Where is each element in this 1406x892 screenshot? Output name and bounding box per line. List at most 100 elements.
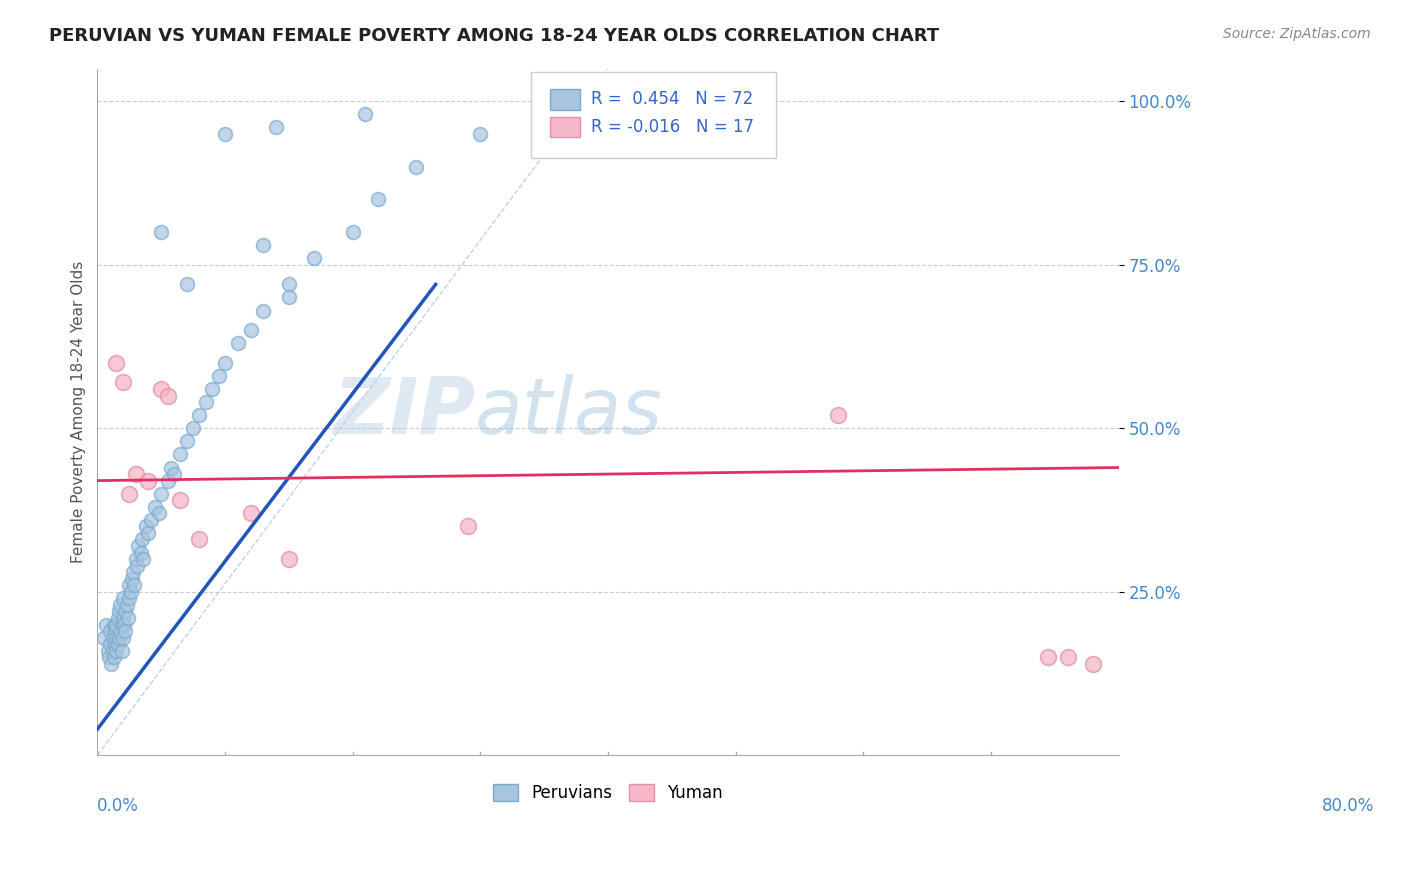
Point (105, 643, 128, 657)
Text: ZIP: ZIP (333, 374, 475, 450)
Point (120, 584, 142, 599)
Point (252, 303, 274, 318)
Point (107, 637, 129, 651)
Point (107, 611, 129, 625)
Point (101, 631, 124, 645)
Text: R = -0.016   N = 17: R = -0.016 N = 17 (591, 118, 754, 136)
Point (110, 598, 132, 612)
Point (114, 624, 136, 638)
Point (98, 624, 121, 638)
Point (124, 467, 146, 481)
Point (239, 506, 262, 520)
Point (176, 434, 198, 449)
Point (114, 604, 136, 618)
Point (457, 519, 479, 533)
Text: Source: ZipAtlas.com: Source: ZipAtlas.com (1223, 27, 1371, 41)
Point (110, 624, 132, 638)
Point (135, 519, 157, 533)
Point (131, 533, 153, 547)
Point (111, 591, 134, 606)
Point (239, 323, 262, 337)
Point (105, 631, 128, 645)
Bar (550, 89, 581, 110)
Point (156, 388, 179, 402)
Legend: Peruvians, Yuman: Peruvians, Yuman (486, 777, 730, 809)
Point (118, 486, 141, 500)
Point (304, 251, 326, 265)
Point (105, 617, 128, 632)
Point (104, 624, 127, 638)
Point (111, 611, 134, 625)
Point (1038, 650, 1060, 665)
Point (115, 598, 138, 612)
Point (96, 617, 118, 632)
Point (108, 604, 131, 618)
Point (111, 376, 134, 390)
Point (104, 637, 127, 651)
Point (124, 578, 146, 592)
Point (156, 474, 179, 488)
Text: 0.0%: 0.0% (97, 797, 139, 814)
Point (169, 493, 191, 508)
Point (176, 277, 198, 292)
Point (112, 617, 135, 632)
Text: PERUVIAN VS YUMAN FEMALE POVERTY AMONG 18-24 YEAR OLDS CORRELATION CHART: PERUVIAN VS YUMAN FEMALE POVERTY AMONG 1… (49, 27, 939, 45)
Point (277, 552, 299, 566)
Point (110, 643, 132, 657)
Point (181, 421, 204, 435)
Point (122, 565, 145, 579)
Point (139, 513, 162, 527)
Point (148, 506, 170, 520)
Point (138, 525, 160, 540)
Point (150, 382, 173, 396)
Point (103, 650, 125, 665)
Text: R =  0.454   N = 72: R = 0.454 N = 72 (591, 90, 752, 109)
Point (1081, 657, 1104, 671)
Point (132, 552, 155, 566)
FancyBboxPatch shape (531, 72, 776, 158)
Point (150, 486, 173, 500)
Point (405, 160, 427, 174)
Point (138, 474, 160, 488)
Point (207, 368, 229, 383)
Point (103, 617, 125, 632)
Text: atlas: atlas (475, 374, 664, 450)
Point (127, 539, 149, 553)
Point (169, 447, 191, 461)
Point (108, 631, 131, 645)
Point (264, 120, 287, 135)
Point (110, 617, 132, 632)
Point (93, 631, 115, 645)
Point (143, 500, 166, 514)
Point (827, 408, 849, 422)
Point (226, 336, 249, 351)
Point (121, 572, 143, 586)
Point (724, 113, 747, 128)
Y-axis label: Female Poverty Among 18-24 Year Olds: Female Poverty Among 18-24 Year Olds (72, 260, 86, 563)
Point (354, 107, 377, 121)
Point (1056, 650, 1078, 665)
Point (117, 611, 139, 625)
Point (188, 533, 211, 547)
Point (277, 277, 299, 292)
Point (124, 552, 146, 566)
Point (214, 356, 236, 370)
Point (125, 558, 148, 573)
Bar (550, 117, 581, 137)
Point (252, 238, 274, 252)
Point (342, 225, 364, 239)
Point (105, 356, 128, 370)
Point (571, 101, 593, 115)
Point (97, 650, 120, 665)
Point (163, 467, 186, 481)
Point (214, 127, 236, 141)
Point (201, 382, 224, 396)
Point (129, 545, 152, 559)
Point (277, 290, 299, 304)
Point (97, 643, 120, 657)
Point (150, 225, 173, 239)
Point (100, 657, 122, 671)
Text: 80.0%: 80.0% (1322, 797, 1374, 814)
Point (101, 643, 124, 657)
Point (118, 578, 141, 592)
